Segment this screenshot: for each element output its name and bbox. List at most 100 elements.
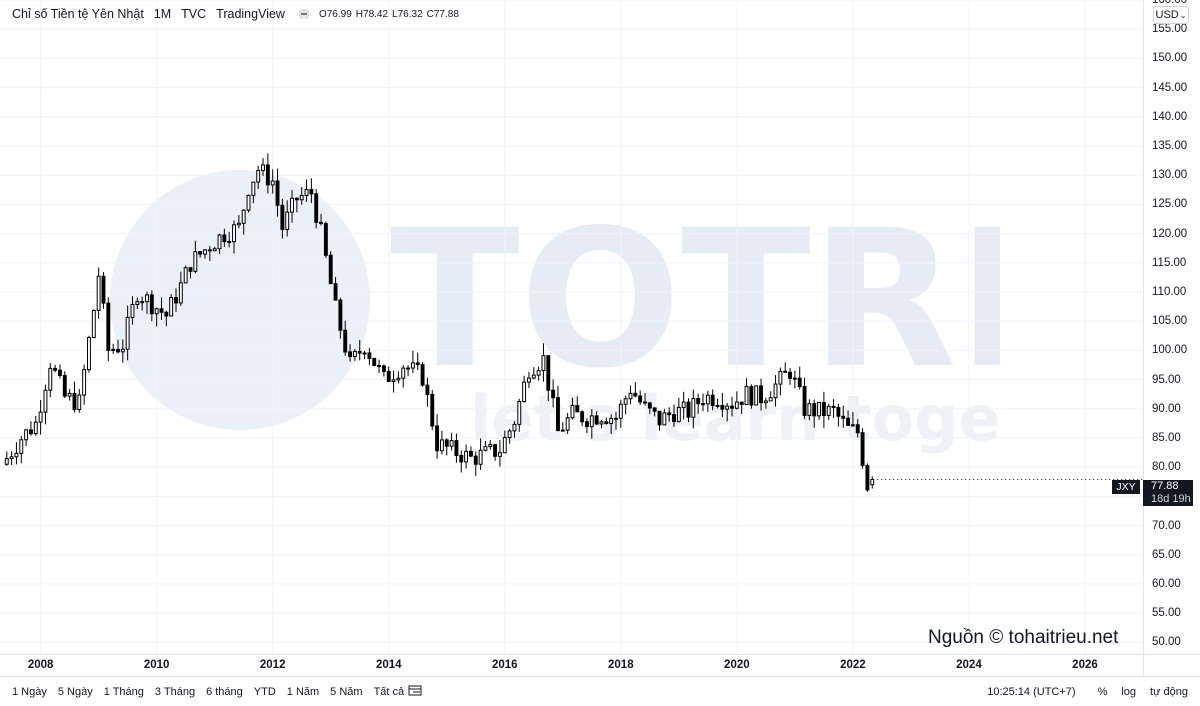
currency-button[interactable]: USD ⌄ (1153, 6, 1189, 24)
candle-body (87, 337, 91, 371)
candle-body (319, 221, 323, 225)
date-range-icon[interactable] (408, 685, 422, 697)
candle-body (135, 301, 140, 305)
bottom-toolbar: 1 Ngày 5 Ngày 1 Tháng 3 Tháng 6 tháng YT… (0, 676, 1200, 706)
candle-body (836, 407, 841, 417)
candle-body (198, 251, 203, 255)
candle-body (352, 350, 357, 358)
candle-body (565, 417, 570, 431)
price-tick-label: 140.00 (1152, 110, 1188, 123)
candle-body (788, 371, 792, 379)
candle-body (236, 222, 241, 226)
candle-body (570, 404, 575, 419)
range-all-button[interactable]: Tất cả (373, 686, 405, 698)
candle-body (406, 367, 411, 370)
candle-body (164, 311, 169, 317)
candle-body (715, 404, 720, 407)
candle-body (589, 415, 594, 428)
candle-body (367, 352, 372, 359)
candle-body (623, 398, 628, 405)
candle-body (270, 180, 275, 186)
time-tick-label: 2024 (956, 659, 982, 671)
percent-scale-button[interactable]: % (1097, 686, 1108, 698)
price-tick-label: 130.00 (1152, 169, 1188, 182)
candle-body (96, 275, 101, 311)
candle-body (643, 401, 647, 404)
candle-body (348, 351, 353, 358)
candle-body (459, 454, 464, 463)
candle-body (594, 415, 599, 425)
range-6-month-button[interactable]: 6 tháng (206, 686, 243, 698)
candle-body (846, 417, 851, 426)
last-price-label: 77.88 18d 19h (1143, 480, 1193, 506)
candle-body (149, 294, 154, 315)
candle-body (701, 403, 705, 406)
range-5-year-button[interactable]: 5 Năm (330, 686, 363, 698)
range-3-month-button[interactable]: 3 Tháng (154, 686, 196, 698)
candle-body (497, 452, 502, 457)
candle-body (493, 444, 498, 457)
candle-body (826, 405, 831, 416)
legend-low: L76.32 (392, 8, 423, 20)
legend-open: O76.99 (318, 8, 352, 20)
range-5-day-button[interactable]: 5 Ngày (57, 686, 93, 698)
candle-body (536, 369, 541, 376)
candle-body (154, 308, 159, 315)
candle-body (527, 377, 531, 383)
price-tick-label: 70.00 (1152, 519, 1181, 532)
candle-body (53, 367, 58, 371)
candle-body (560, 429, 565, 432)
price-tick-label: 60.00 (1152, 577, 1181, 590)
clock-timezone[interactable]: 10:25:14 (UTC+7) (987, 686, 1076, 698)
legend-interval[interactable]: 1M (153, 7, 172, 21)
candle-body (817, 401, 822, 417)
range-ytd-button[interactable]: YTD (253, 686, 276, 698)
candle-body (304, 189, 309, 196)
candle-body (546, 355, 551, 391)
candle-body (444, 439, 449, 447)
candle-body (323, 223, 328, 256)
auto-scale-button[interactable]: tự động (1150, 686, 1188, 698)
time-axis[interactable]: 2008 2010 2012 2014 2016 2018 2020 2022 2024 2026 (0, 654, 1143, 677)
candle-body (628, 392, 633, 400)
candle-body (720, 404, 725, 410)
candle-body (580, 411, 585, 423)
candle-body (396, 377, 401, 381)
candle-body (676, 407, 681, 423)
candle-body (797, 377, 802, 388)
legend-collapse-icon[interactable] (298, 9, 309, 19)
candle-body (739, 401, 744, 406)
price-axis[interactable]: 160.00 155.00 150.00 145.00 140.00 135.00 130.… (1143, 0, 1200, 654)
candle-body (410, 362, 415, 369)
range-1-day-button[interactable]: 1 Ngày (12, 686, 47, 698)
candle-body (159, 308, 164, 313)
candle-body (91, 309, 96, 339)
range-1-month-button[interactable]: 1 Tháng (103, 686, 144, 698)
candle-body (618, 403, 623, 419)
candle-body (691, 398, 696, 418)
price-tick-label: 65.00 (1152, 548, 1181, 561)
range-1-year-button[interactable]: 1 Năm (286, 686, 320, 698)
candle-body (299, 194, 304, 201)
time-tick-label: 2010 (143, 659, 170, 671)
candle-body (575, 404, 580, 413)
legend-symbol-name[interactable]: Chỉ số Tiền tệ Yên Nhật (12, 7, 144, 21)
candle-body (217, 234, 222, 250)
candle-body (614, 417, 618, 420)
log-scale-button[interactable]: log (1121, 686, 1137, 698)
candle-body (734, 401, 739, 409)
candle-body (662, 412, 667, 426)
candle-body (633, 392, 638, 397)
candle-body (763, 400, 768, 404)
candle-body (517, 400, 522, 425)
candlestick-chart (0, 0, 1143, 654)
candle-body (850, 424, 855, 427)
candle-body (145, 294, 149, 303)
candle-body (116, 348, 120, 353)
range-buttons: 1 Ngày 5 Ngày 1 Tháng 3 Tháng 6 tháng YT… (12, 686, 415, 698)
chart-plot-area[interactable]: TOTRIEU let's learn together (0, 0, 1143, 654)
candle-body (174, 296, 178, 304)
candle-body (439, 439, 444, 452)
candle-body (372, 357, 377, 366)
candle-body (860, 432, 865, 467)
